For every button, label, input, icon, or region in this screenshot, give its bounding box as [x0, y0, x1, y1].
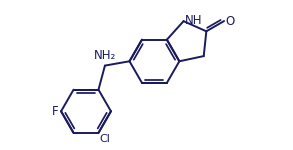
Text: O: O	[226, 15, 235, 28]
Text: NH: NH	[185, 14, 203, 27]
Text: F: F	[52, 105, 59, 118]
Text: NH₂: NH₂	[94, 50, 116, 62]
Text: Cl: Cl	[100, 134, 111, 144]
